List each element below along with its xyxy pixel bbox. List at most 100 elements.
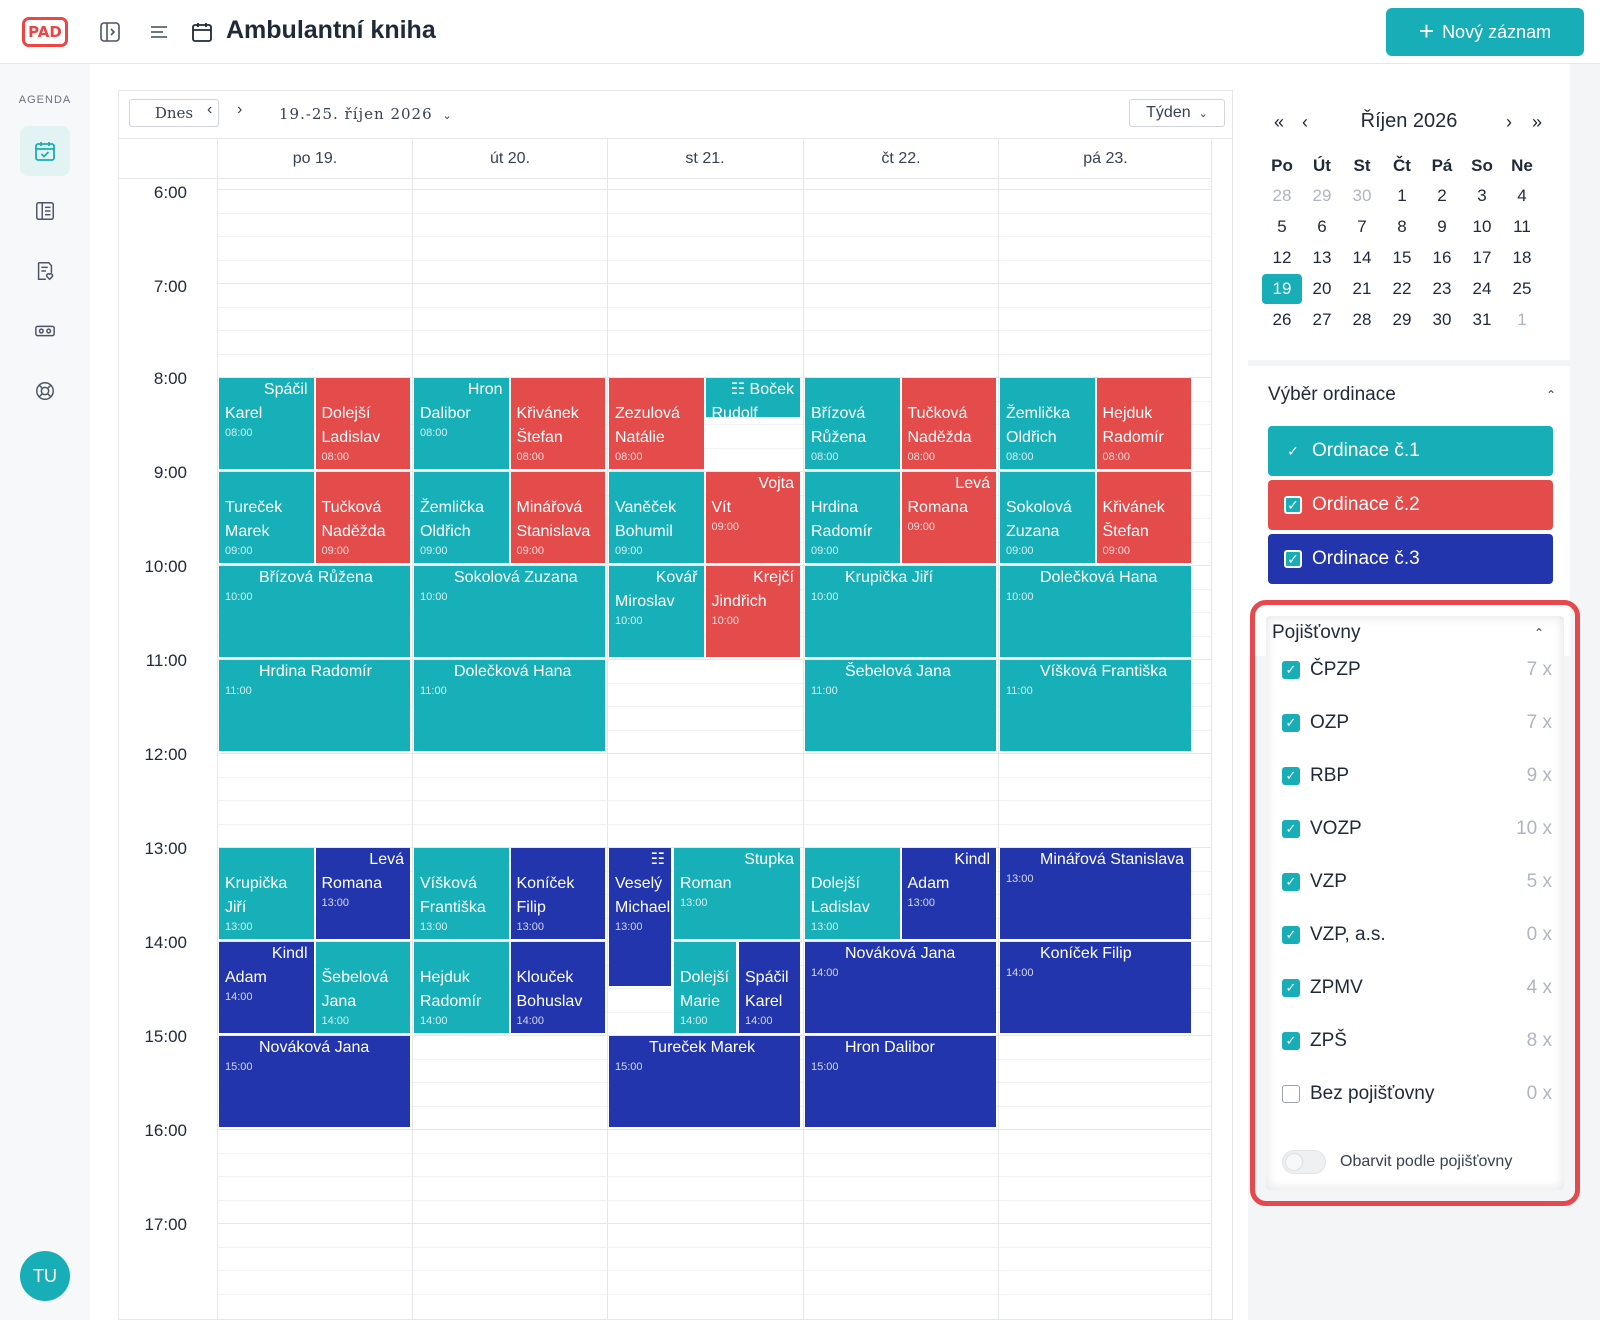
appointment-event[interactable]: Křivánek Štefan 09:00 (1096, 472, 1191, 563)
chevron-up-icon[interactable]: ⌃ (1545, 388, 1556, 402)
appointment-event[interactable]: Žemlička Oldřich 08:00 (1000, 378, 1095, 469)
appointment-event[interactable]: Kindl Adam 14:00 (219, 942, 314, 1033)
mini-calendar-day[interactable]: 29 (1312, 186, 1332, 205)
mini-calendar-day[interactable]: 12 (1272, 248, 1292, 267)
mini-calendar-day[interactable]: 21 (1352, 279, 1372, 298)
prev-year-icon[interactable]: « (1274, 112, 1285, 132)
ordinace-2-toggle[interactable]: ✓ Ordinace č.2 (1268, 480, 1553, 530)
color-by-insurance-toggle[interactable] (1282, 1150, 1326, 1174)
appointment-event[interactable]: Hron Dalibor 15:00 (805, 1036, 996, 1127)
appointment-event[interactable]: Zezulová Natálie 08:00 (609, 378, 704, 469)
appointment-event[interactable]: Hrdina Radomír 11:00 (219, 660, 410, 751)
appointment-event[interactable]: Dolečková Hana 11:00 (414, 660, 605, 751)
insurance-item[interactable]: ✓ VOZP 10 x (1282, 811, 1552, 847)
appointment-event[interactable]: ☷ Boček Rudolf (705, 378, 800, 418)
mini-calendar-day[interactable]: 28 (1272, 186, 1292, 205)
appointment-event[interactable]: Spáčil Karel 14:00 (739, 942, 800, 1033)
mini-calendar-day[interactable]: 23 (1432, 279, 1452, 298)
appointment-event[interactable]: Hrdina Radomír 09:00 (805, 472, 900, 563)
appointment-event[interactable]: Křivánek Štefan 08:00 (510, 378, 605, 469)
checkbox-checked-icon[interactable]: ✓ (1282, 767, 1300, 785)
prev-week-icon[interactable]: ‹ (207, 101, 213, 118)
appointment-event[interactable]: Dolejší Marie 14:00 (674, 942, 736, 1033)
mini-calendar-day[interactable]: 13 (1312, 248, 1332, 267)
insurance-item[interactable]: ✓ ZPMV 4 x (1282, 970, 1552, 1006)
appointment-event[interactable]: Vaněček Bohumil 09:00 (609, 472, 704, 563)
appointment-event[interactable]: Hejduk Radomír 08:00 (1096, 378, 1191, 469)
mini-calendar-day[interactable]: 26 (1272, 310, 1292, 329)
appointment-event[interactable]: Hron Dalibor 08:00 (414, 378, 509, 469)
appointment-event[interactable]: Kindl Adam 13:00 (901, 848, 996, 939)
checkbox-checked-icon[interactable]: ✓ (1282, 979, 1300, 997)
appointment-event[interactable]: Tučková Naděžda 09:00 (315, 472, 410, 563)
appointment-event[interactable]: Sokolová Zuzana 10:00 (414, 566, 605, 657)
appointment-event[interactable]: Koníček Filip 14:00 (1000, 942, 1191, 1033)
nav-item-records[interactable] (20, 246, 70, 296)
appointment-event[interactable]: Šebelová Jana 14:00 (315, 942, 410, 1033)
mini-calendar-day[interactable]: 30 (1432, 310, 1452, 329)
appointment-event[interactable]: Sokolová Zuzana 09:00 (1000, 472, 1095, 563)
checkbox-checked-icon[interactable]: ✓ (1282, 926, 1300, 944)
user-avatar[interactable]: TU (20, 1251, 70, 1301)
appointment-event[interactable]: Krupička Jiří 13:00 (219, 848, 314, 939)
next-month-icon[interactable]: › (1506, 112, 1512, 132)
insurance-item[interactable]: ✓ VZP 5 x (1282, 864, 1552, 900)
insurance-item[interactable]: ✓ OZP 7 x (1282, 705, 1552, 741)
nav-item-help[interactable] (20, 366, 70, 416)
appointment-event[interactable]: Dolejší Ladislav 13:00 (805, 848, 900, 939)
mini-calendar-day[interactable]: 25 (1512, 279, 1532, 298)
mini-calendar-day[interactable]: 29 (1392, 310, 1412, 329)
insurance-item[interactable]: ✓ ZPŠ 8 x (1282, 1023, 1552, 1059)
sidebar-toggle-icon[interactable] (98, 20, 122, 44)
appointment-event[interactable]: Hejduk Radomír 14:00 (414, 942, 509, 1033)
mini-calendar-day[interactable]: 17 (1472, 248, 1492, 267)
appointment-event[interactable]: Stupka Roman 13:00 (674, 848, 800, 939)
appointment-event[interactable]: Víšková Františka 13:00 (414, 848, 509, 939)
date-range-selector[interactable]: 19.-25. říjen 2026 ⌄ (279, 105, 453, 123)
checkbox-checked-icon[interactable]: ✓ (1282, 661, 1300, 679)
mini-calendar-day[interactable]: 28 (1352, 310, 1372, 329)
appointment-event[interactable]: Minářová Stanislava 13:00 (1000, 848, 1191, 939)
mini-calendar-day[interactable]: 6 (1317, 217, 1327, 236)
appointment-event[interactable]: Krupička Jiří 10:00 (805, 566, 996, 657)
mini-calendar-day[interactable]: 30 (1352, 186, 1372, 205)
appointment-event[interactable]: Nováková Jana 15:00 (219, 1036, 410, 1127)
ordinace-3-toggle[interactable]: ✓ Ordinace č.3 (1268, 534, 1553, 584)
insurance-item[interactable]: ✓ ČPZP 7 x (1282, 652, 1552, 688)
appointment-event[interactable]: Dolečková Hana 10:00 (1000, 566, 1191, 657)
mini-calendar-day[interactable]: 3 (1477, 186, 1487, 205)
appointment-event[interactable]: Tučková Naděžda 08:00 (901, 378, 996, 469)
appointment-event[interactable]: Tureček Marek 09:00 (219, 472, 314, 563)
mini-calendar-today[interactable]: 19 (1262, 274, 1302, 304)
checkbox-checked-icon[interactable]: ✓ (1282, 820, 1300, 838)
checkbox-unchecked-icon[interactable] (1282, 1085, 1300, 1103)
mini-calendar-day[interactable]: 7 (1357, 217, 1367, 236)
appointment-event[interactable]: Víšková Františka 11:00 (1000, 660, 1191, 751)
mini-calendar-day[interactable]: 8 (1397, 217, 1407, 236)
menu-icon[interactable] (148, 20, 172, 44)
insurance-item[interactable]: Bez pojišťovny 0 x (1282, 1076, 1552, 1112)
nav-item-card[interactable] (20, 306, 70, 356)
mini-calendar-day[interactable]: 5 (1277, 217, 1287, 236)
insurance-item[interactable]: ✓ RBP 9 x (1282, 758, 1552, 794)
appointment-event[interactable]: Nováková Jana 14:00 (805, 942, 996, 1033)
mini-calendar-day[interactable]: 15 (1392, 248, 1412, 267)
appointment-event[interactable]: Kovář Miroslav 10:00 (609, 566, 704, 657)
appointment-event[interactable]: ☷ Veselý Michael 13:00 (609, 848, 671, 986)
view-selector[interactable]: Týden ⌄ (1129, 99, 1225, 127)
mini-calendar-day[interactable]: 16 (1432, 248, 1452, 267)
checkbox-checked-icon[interactable]: ✓ (1282, 1032, 1300, 1050)
nav-item-book[interactable] (20, 186, 70, 236)
mini-calendar-day[interactable]: 22 (1392, 279, 1412, 298)
new-record-button[interactable]: + Nový záznam (1386, 8, 1584, 56)
appointment-event[interactable]: Žemlička Oldřich 09:00 (414, 472, 509, 563)
prev-month-icon[interactable]: ‹ (1302, 112, 1308, 132)
appointment-event[interactable]: Šebelová Jana 11:00 (805, 660, 996, 751)
checkbox-checked-icon[interactable]: ✓ (1282, 714, 1300, 732)
mini-calendar-day[interactable]: 14 (1352, 248, 1372, 267)
mini-calendar-day[interactable]: 1 (1517, 310, 1527, 329)
appointment-event[interactable]: Klouček Bohuslav 14:00 (510, 942, 605, 1033)
appointment-event[interactable]: Levá Romana 13:00 (315, 848, 410, 939)
appointment-event[interactable]: Dolejší Ladislav 08:00 (315, 378, 410, 469)
next-week-icon[interactable]: › (237, 101, 243, 118)
